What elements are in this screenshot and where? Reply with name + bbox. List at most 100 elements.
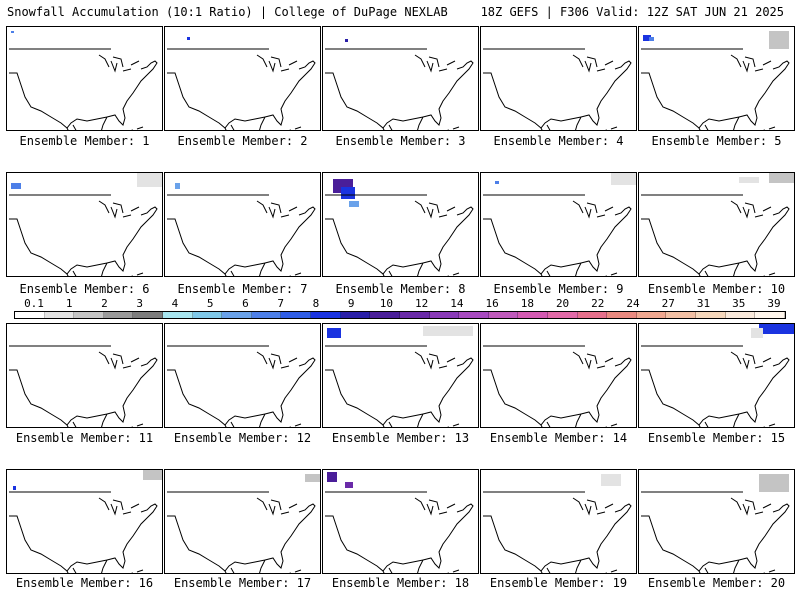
great-lakes (256, 497, 298, 516)
snowfall-area (327, 472, 337, 482)
coastline (9, 357, 158, 426)
conus-map-outline (167, 37, 316, 130)
mexico-coast (66, 262, 108, 276)
colorbar-tick-label: 18 (520, 297, 534, 310)
islands (288, 423, 302, 427)
ensemble-member-map-5 (638, 26, 795, 131)
coastline (9, 206, 158, 275)
colorbar-swatch (222, 312, 252, 318)
colorbar-swatch (133, 312, 164, 318)
snowfall-area (305, 474, 320, 482)
colorbar-tick-label: 16 (485, 297, 499, 310)
colorbar: 0.1 1 2 3 4 5 6 7 8 9 10 12 14 16 18 20 22 24 27 31 35 39 (14, 298, 786, 326)
coastline (641, 503, 790, 572)
islands (130, 126, 144, 130)
colorbar-swatch (163, 312, 193, 318)
member-caption: Ensemble Member: 11 (15, 431, 154, 445)
conus-map-outline (9, 31, 158, 130)
colorbar-swatch (547, 312, 578, 318)
colorbar-labels: 0.1 1 2 3 4 5 6 7 8 9 10 12 14 16 18 20 22 24 27 31 35 39 (14, 298, 786, 310)
snowfall-area (495, 181, 499, 184)
conus-map-outline (325, 39, 474, 130)
ensemble-member-map-16 (6, 469, 163, 574)
mexico-coast (540, 559, 582, 573)
colorbar-tick-label: 8 (312, 297, 320, 310)
great-lakes (98, 351, 140, 370)
member-caption: Ensemble Member: 8 (335, 282, 466, 296)
snowfall-area (175, 183, 180, 189)
colorbar-swatch (429, 312, 460, 318)
islands (130, 272, 144, 276)
member-caption: Ensemble Member: 6 (19, 282, 150, 296)
mexico-coast (66, 413, 108, 427)
great-lakes (414, 200, 456, 219)
ensemble-member-map-18 (322, 469, 479, 574)
snowfall-area (13, 486, 16, 490)
member-caption: Ensemble Member: 16 (15, 576, 154, 590)
ensemble-member-map-12 (164, 323, 321, 428)
great-lakes (730, 54, 772, 73)
islands (762, 126, 776, 130)
ensemble-member-map-8 (322, 172, 479, 277)
colorbar-swatch (15, 312, 45, 318)
colorbar-swatch (755, 312, 785, 318)
great-lakes (572, 351, 614, 370)
great-lakes (730, 200, 772, 219)
member-caption: Ensemble Member: 2 (177, 134, 308, 148)
colorbar-tick-label: 9 (347, 297, 355, 310)
islands (604, 569, 618, 573)
snowfall-area (143, 470, 162, 480)
mexico-coast (540, 413, 582, 427)
colorbar-tick-label: 27 (661, 297, 675, 310)
great-lakes (414, 351, 456, 370)
snowfall-area (11, 31, 14, 33)
islands (762, 569, 776, 573)
snowfall-area (739, 177, 759, 183)
colorbar-swatch (44, 312, 75, 318)
ensemble-member-map-20 (638, 469, 795, 574)
great-lakes (256, 54, 298, 73)
member-caption: Ensemble Member: 13 (331, 431, 470, 445)
islands (130, 569, 144, 573)
mexico-coast (224, 116, 266, 130)
snowfall-area (349, 201, 359, 207)
colorbar-swatch (607, 312, 637, 318)
great-lakes (98, 54, 140, 73)
islands (446, 126, 460, 130)
ensemble-member-map-1 (6, 26, 163, 131)
snowfall-area (345, 39, 348, 42)
member-caption: Ensemble Member: 15 (647, 431, 786, 445)
snowfall-area (423, 326, 473, 336)
colorbar-swatch (251, 312, 282, 318)
mexico-coast (698, 413, 740, 427)
member-caption: Ensemble Member: 18 (331, 576, 470, 590)
islands (288, 272, 302, 276)
conus-map-outline (167, 345, 316, 427)
colorbar-tick-label: 4 (171, 297, 179, 310)
coastline (167, 503, 316, 572)
conus-map-outline (483, 48, 632, 130)
ensemble-member-map-11 (6, 323, 163, 428)
great-lakes (414, 54, 456, 73)
snowfall-area (137, 173, 162, 187)
coastline (641, 60, 790, 129)
snowfall-area (11, 183, 21, 189)
colorbar-swatch (192, 312, 223, 318)
coastline (167, 60, 316, 129)
islands (130, 423, 144, 427)
colorbar-tick-label: 24 (626, 297, 640, 310)
colorbar-swatch (281, 312, 312, 318)
model-run-info: 18Z GEFS | F306 Valid: 12Z SAT JUN 21 20… (480, 5, 784, 19)
mexico-coast (66, 116, 108, 130)
great-lakes (98, 200, 140, 219)
islands (762, 423, 776, 427)
mexico-coast (382, 262, 424, 276)
colorbar-swatch (725, 312, 756, 318)
colorbar-tick-label: 7 (277, 297, 284, 310)
conus-map-outline (167, 474, 320, 573)
islands (762, 272, 776, 276)
snowfall-area (769, 173, 794, 183)
coastline (167, 206, 316, 275)
great-lakes (98, 497, 140, 516)
coastline (9, 60, 158, 129)
